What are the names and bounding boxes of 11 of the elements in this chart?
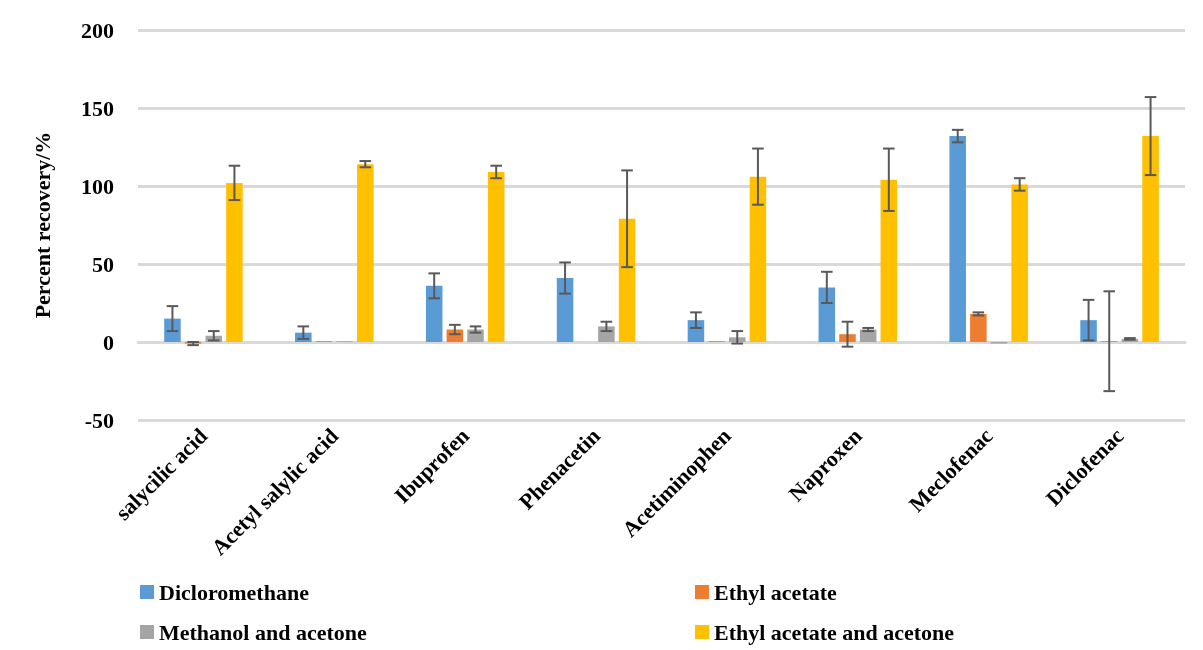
y-tick-label: 150 (81, 95, 114, 121)
y-tick-label: 50 (92, 251, 114, 277)
y-tick-label: 100 (81, 173, 114, 199)
legend-label: Methanol and acetone (159, 619, 367, 645)
legend-label: Ethyl acetate (714, 579, 838, 605)
y-tick-label: -50 (84, 407, 114, 433)
y-axis-title: Percent recovery/% (29, 131, 55, 319)
legend-label: Ethyl acetate and acetone (714, 619, 955, 645)
y-tick-label: 200 (81, 17, 114, 43)
y-tick-label: 0 (103, 329, 114, 355)
legend-label: Dicloromethane (159, 579, 310, 605)
